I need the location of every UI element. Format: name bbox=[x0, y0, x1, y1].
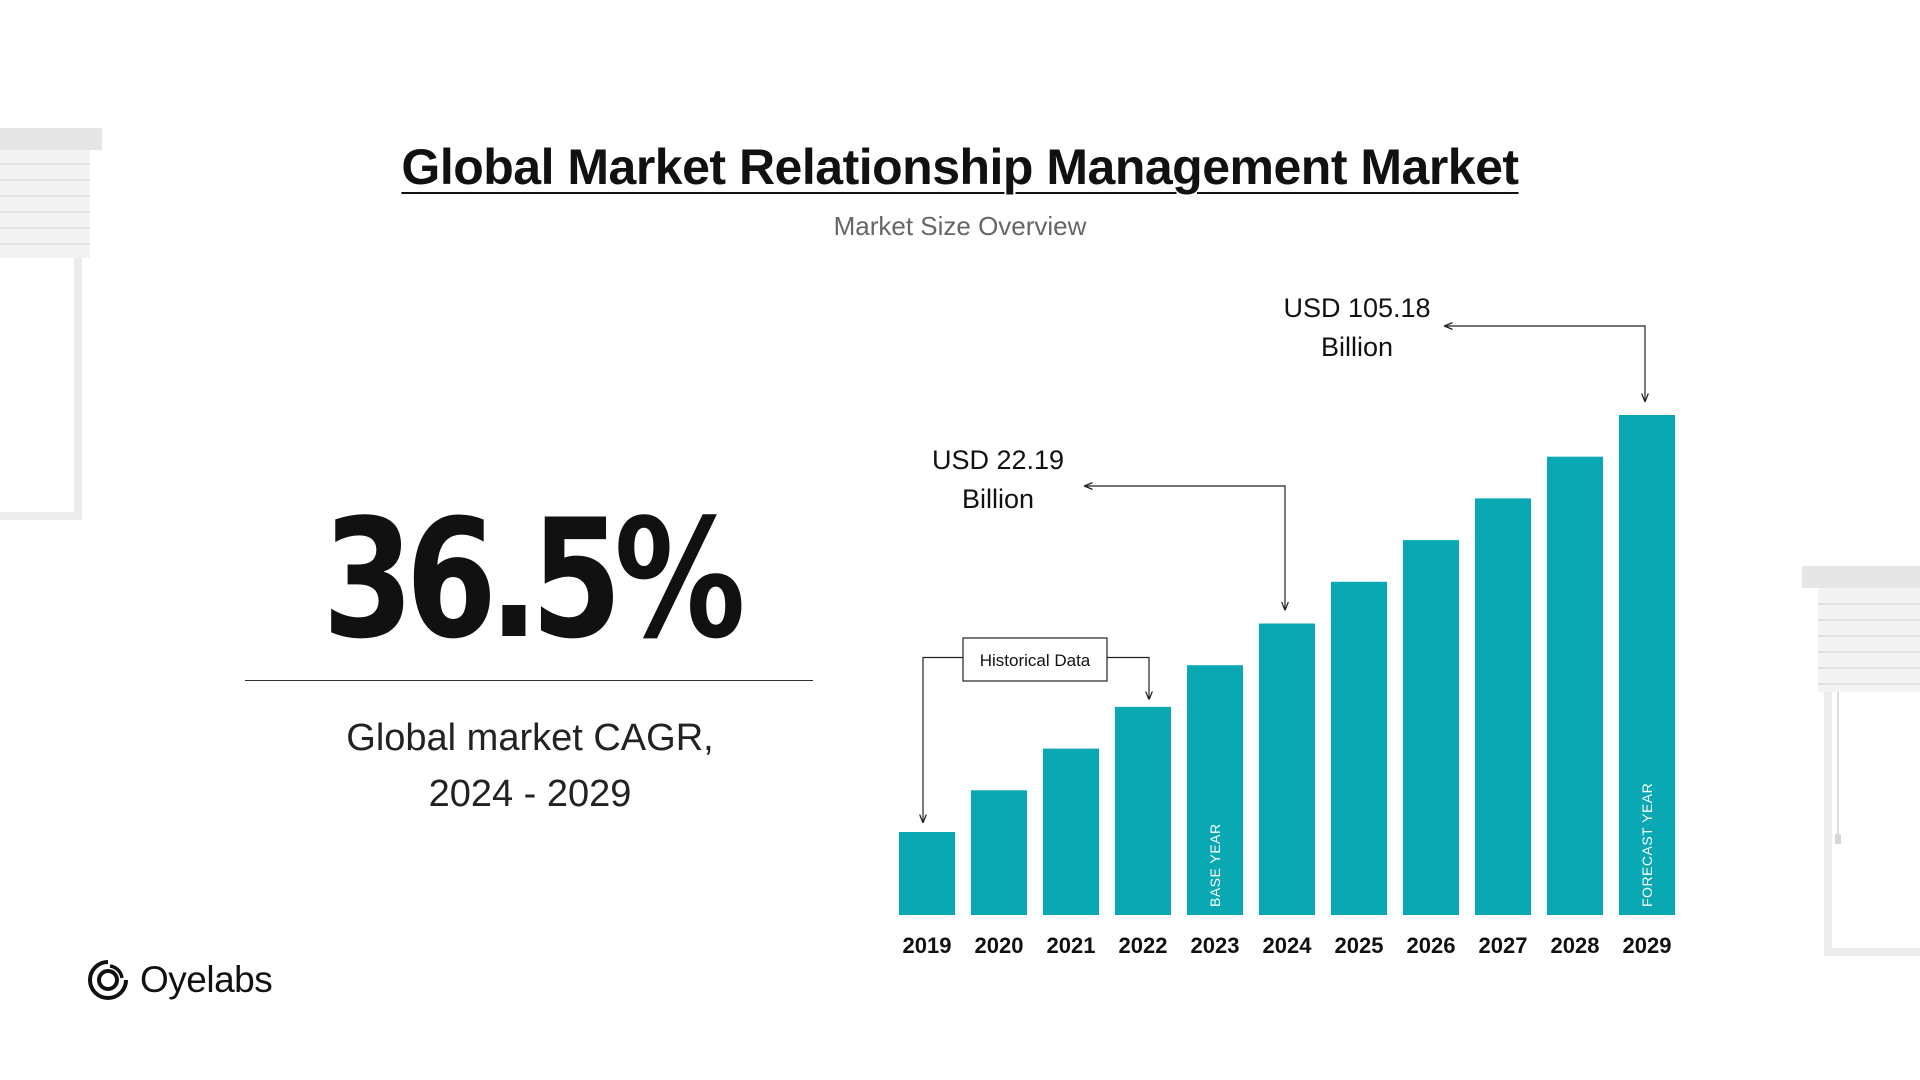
callout-2024-unit: Billion bbox=[962, 484, 1034, 514]
cagr-value: 36.5% bbox=[322, 484, 745, 675]
brand-name: Oyelabs bbox=[140, 959, 273, 1000]
chart-x-labels: 2019 2020 2021 2022 2023 2024 2025 2026 2027 2028… bbox=[903, 933, 1672, 958]
bar-2022 bbox=[1115, 706, 1171, 915]
x-tick-2026: 2026 bbox=[1407, 933, 1456, 958]
bar-2023 bbox=[1187, 665, 1243, 915]
oyelabs-logo-icon bbox=[88, 959, 129, 1000]
chart-bar-labels: BASE YEAR FORECAST YEAR bbox=[1207, 783, 1655, 907]
cagr-divider bbox=[245, 680, 813, 681]
window-decoration-right bbox=[1802, 566, 1920, 956]
cagr-label-line2: 2024 - 2029 bbox=[428, 773, 632, 815]
chart-bars bbox=[899, 415, 1675, 915]
bar-2021 bbox=[1043, 748, 1099, 915]
bar-label-2023: BASE YEAR bbox=[1207, 823, 1223, 907]
historical-bracket-right bbox=[1107, 656, 1149, 699]
callout-2029-value: USD 105.18 bbox=[1283, 293, 1430, 323]
x-tick-2028: 2028 bbox=[1551, 933, 1600, 958]
bar-2029 bbox=[1619, 415, 1675, 915]
callout-2024-value: USD 22.19 bbox=[932, 445, 1064, 475]
bar-2019 bbox=[899, 832, 955, 915]
bar-2026 bbox=[1403, 540, 1459, 915]
callout-2029-line bbox=[1445, 326, 1645, 401]
chart-annotations: Historical Data USD 22.19 Billion USD 10… bbox=[923, 293, 1645, 822]
x-tick-2025: 2025 bbox=[1335, 933, 1384, 958]
cagr-label: Global market CAGR, 2024 - 2029 bbox=[245, 710, 815, 822]
x-tick-2024: 2024 bbox=[1263, 933, 1313, 958]
callout-2029-unit: Billion bbox=[1321, 332, 1393, 362]
page-subtitle: Market Size Overview bbox=[833, 211, 1087, 241]
bar-label-2029: FORECAST YEAR bbox=[1639, 783, 1655, 907]
x-tick-2022: 2022 bbox=[1119, 933, 1168, 958]
x-tick-2027: 2027 bbox=[1479, 933, 1528, 958]
historical-bracket-left bbox=[923, 656, 963, 823]
page-title: Global Market Relationship Management Ma… bbox=[401, 139, 1519, 195]
window-decoration-left bbox=[0, 128, 102, 520]
bar-2027 bbox=[1475, 498, 1531, 915]
x-tick-2019: 2019 bbox=[903, 933, 952, 958]
bar-2020 bbox=[971, 790, 1027, 915]
x-tick-2020: 2020 bbox=[975, 933, 1024, 958]
brand-logo: Oyelabs bbox=[86, 955, 273, 1005]
callout-2024-line bbox=[1085, 486, 1285, 610]
x-tick-2021: 2021 bbox=[1047, 933, 1096, 958]
bar-2025 bbox=[1331, 581, 1387, 915]
bar-2024 bbox=[1259, 623, 1315, 915]
x-tick-2023: 2023 bbox=[1191, 933, 1240, 958]
historical-data-box bbox=[962, 637, 1108, 682]
cagr-label-line1: Global market CAGR, bbox=[346, 717, 714, 759]
x-tick-2029: 2029 bbox=[1623, 933, 1672, 958]
historical-data-label: Historical Data bbox=[980, 651, 1091, 670]
bar-2028 bbox=[1547, 456, 1603, 915]
